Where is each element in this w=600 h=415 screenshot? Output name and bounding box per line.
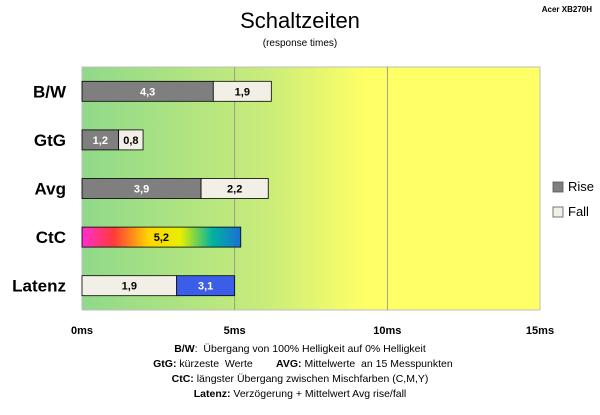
footnote-ctc-text: längster Übergang zwischen Mischfarben (… bbox=[194, 373, 429, 385]
bar-avg-fall bbox=[200, 178, 269, 199]
category-label-avg: Avg bbox=[35, 180, 67, 199]
footnote-latenz-key: Latenz: bbox=[194, 388, 231, 400]
data-label-avg: 3,9 bbox=[134, 184, 149, 196]
footnote-latenz: Latenz: Verzögerung + Mittelwert Avg ris… bbox=[194, 388, 407, 400]
legend-label-rise: Rise bbox=[568, 179, 594, 194]
x-tick-label: 15ms bbox=[526, 325, 554, 337]
footnote-avg-key: AVG: bbox=[276, 358, 301, 370]
x-tick-label: 10ms bbox=[373, 325, 401, 337]
footnote-gtg-key: GtG: bbox=[153, 358, 176, 370]
footnote-gtg-avg: GtG: kürzeste Werte AVG: Mittelwerte an … bbox=[133, 358, 468, 370]
data-label-latenz: 3,1 bbox=[198, 281, 213, 293]
x-tick-label: 5ms bbox=[224, 325, 246, 337]
bar-ctc-segment bbox=[81, 226, 242, 248]
corner-label: Acer XB270H bbox=[542, 5, 592, 14]
data-label-gtg: 0,8 bbox=[123, 135, 138, 147]
legend-swatch-rise bbox=[552, 181, 564, 193]
bar-b-w-fall bbox=[212, 80, 272, 102]
data-label-avg: 2,2 bbox=[227, 184, 242, 196]
legend: Rise Fall bbox=[552, 179, 594, 219]
category-label-b-w: B/W bbox=[33, 82, 67, 101]
footnote-ctc-key: CtC: bbox=[172, 373, 194, 385]
category-label-latenz: Latenz bbox=[12, 277, 66, 296]
data-label-latenz: 1,9 bbox=[122, 281, 137, 293]
data-label-gtg: 1,2 bbox=[93, 135, 108, 147]
bars: 4,3 1,9 1,2 0,8 3,9 2,2 5,2 1,9 3,1 bbox=[81, 80, 272, 297]
chart-title: Schaltzeiten bbox=[240, 8, 360, 33]
bar-latenz-segment bbox=[176, 275, 236, 297]
data-label-ctc: 5,2 bbox=[154, 232, 169, 244]
legend-label-fall: Fall bbox=[568, 204, 589, 219]
category-labels: B/W GtG Avg CtC Latenz bbox=[12, 82, 67, 295]
footnotes: B/W: Übergang von 100% Helligkeit auf 0%… bbox=[133, 343, 468, 400]
x-tick-labels: 0ms 5ms 10ms 15ms bbox=[71, 325, 554, 337]
category-label-gtg: GtG bbox=[34, 131, 66, 150]
footnote-ctc: CtC: längster Übergang zwischen Mischfar… bbox=[172, 373, 429, 385]
category-label-ctc: CtC bbox=[36, 228, 66, 247]
legend-swatch-fall bbox=[552, 206, 564, 218]
footnote-bw: B/W: Übergang von 100% Helligkeit auf 0%… bbox=[174, 343, 426, 355]
chart-subtitle: (response times) bbox=[263, 38, 337, 49]
data-label-b-w: 4,3 bbox=[140, 86, 155, 98]
data-label-b-w: 1,9 bbox=[235, 86, 250, 98]
footnote-gtg-text: kürzeste Werte bbox=[176, 358, 276, 370]
footnote-bw-key: B/W bbox=[174, 343, 195, 355]
footnote-bw-text: : Übergang von 100% Helligkeit auf 0% He… bbox=[195, 343, 426, 355]
x-tick-label: 0ms bbox=[71, 325, 93, 337]
footnote-latenz-text: Verzögerung + Mittelwert Avg rise/fall bbox=[230, 388, 406, 400]
bar-gtg-fall bbox=[118, 129, 144, 151]
footnote-avg-text: Mittelwerte an 15 Messpunkten bbox=[302, 358, 453, 370]
